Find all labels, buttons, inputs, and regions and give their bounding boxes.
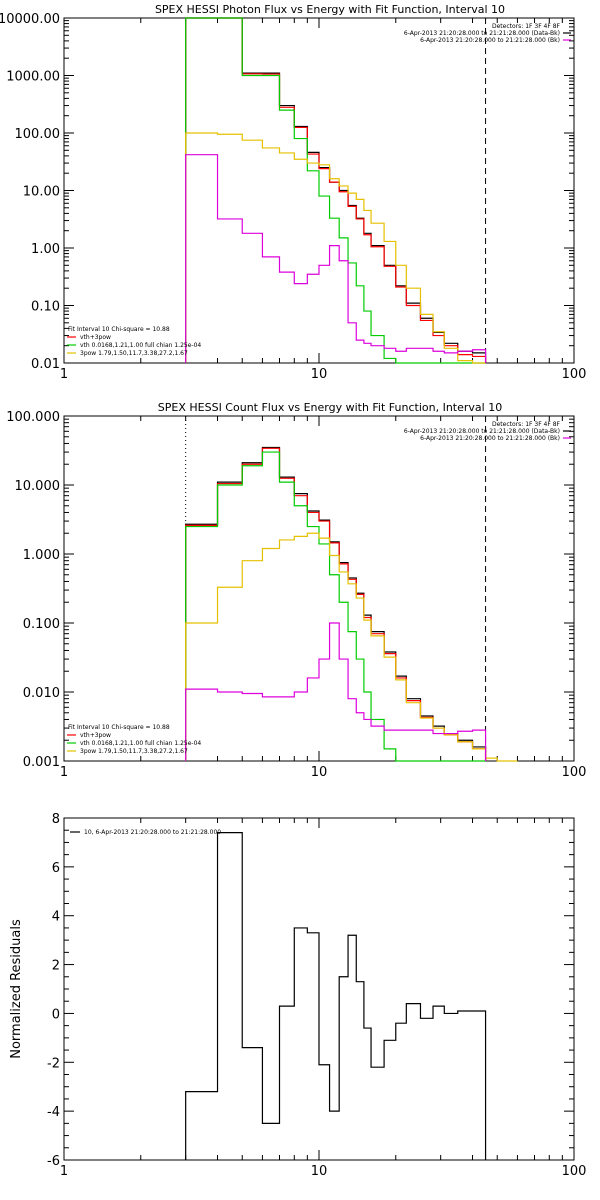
photon-flux-range-markers	[185, 18, 487, 363]
legend-entry-label: Fit Interval 10 Chi-square = 10.88	[68, 326, 170, 333]
legend-entry-label: Detectors: 1F 3F 4F 8F	[492, 23, 561, 30]
y-tick-label: 8	[52, 812, 60, 827]
y-tick-label: 0.010	[23, 686, 60, 701]
legend-entry-label: Detectors: 1F 3F 4F 8F	[492, 421, 561, 428]
x-tick-label: 1	[60, 1164, 68, 1179]
x-tick-label: 10	[311, 1164, 328, 1179]
legend-entry-label: 6-Apr-2013 21:20:28.000 to 21:21:28.000 …	[420, 37, 560, 44]
legend-entry-label: vth 0.0168,1.21,1.00 full chian 1.25e-04	[80, 740, 201, 747]
count-flux-axes: 1 10 100 0.001 0.010 0.100 1.000 10.000 100.000	[6, 410, 586, 780]
legend-entry-label: 10, 6-Apr-2013 21:20:28.000 to 21:21:28.…	[84, 829, 221, 836]
count-flux-legend-top: Detectors: 1F 3F 4F 8F6-Apr-2013 21:20:2…	[404, 421, 571, 442]
legend-entry-label: 6-Apr-2013 21:20:28.000 to 21:21:28.000 …	[420, 435, 560, 442]
y-tick-label: -4	[47, 1105, 60, 1120]
series-line	[185, 154, 487, 363]
y-tick-label: 2	[52, 959, 60, 974]
x-tick-label: 10	[311, 367, 328, 382]
series-line	[185, 832, 487, 1160]
photon-flux-legend-bottom: Fit Interval 10 Chi-square = 10.88vth+3p…	[67, 326, 201, 357]
photon-flux-panel: SPEX HESSI Photon Flux vs Energy with Fi…	[0, 3, 586, 382]
residuals-axes: 1 10 100 -6 -4 -2 0 2 4 6 8	[47, 812, 586, 1179]
count-flux-panel: SPEX HESSI Count Flux vs Energy with Fit…	[6, 401, 586, 780]
y-tick-label: 0.01	[31, 357, 60, 372]
y-tick-label: -2	[47, 1056, 60, 1071]
legend-entry-label: 3pow 1.79,1.50,11.7,3.38,27.2,1.67	[80, 350, 188, 357]
y-tick-label: 4	[52, 910, 60, 925]
count-flux-title: SPEX HESSI Count Flux vs Energy with Fit…	[158, 401, 502, 414]
y-tick-label: 10.000	[15, 479, 61, 494]
photon-flux-series	[185, 17, 487, 364]
count-flux-range-markers	[185, 416, 487, 761]
legend-entry-label: Fit Interval 10 Chi-square = 10.88	[68, 724, 170, 731]
x-tick-label: 1	[60, 765, 68, 780]
legend-entry-label: vth 0.0168,1.21,1.00 full chian 1.25e-04	[80, 342, 201, 349]
legend-entry-label: vth+3pow	[80, 334, 111, 341]
count-flux-plot-frame	[63, 415, 575, 762]
x-tick-label: 100	[562, 1164, 587, 1179]
count-flux-legend-bottom: Fit Interval 10 Chi-square = 10.88vth+3p…	[67, 724, 201, 755]
y-tick-label: 0	[52, 1007, 60, 1022]
x-tick-label: 10	[311, 765, 328, 780]
series-line	[185, 132, 486, 364]
residuals-y-axis-label: Normalized Residuals	[9, 919, 24, 1059]
residuals-series	[185, 832, 487, 1160]
y-tick-label: 10000.00	[0, 12, 60, 27]
photon-flux-title: SPEX HESSI Photon Flux vs Energy with Fi…	[155, 3, 505, 16]
series-line	[185, 532, 518, 762]
y-tick-label: 0.100	[23, 617, 60, 632]
legend-entry-label: 6-Apr-2013 21:20:28.000 to 21:21:28.000 …	[404, 30, 560, 37]
photon-flux-axes: 1 10 100 0.01 0.10 1.00 10.00 100.00 1000.00 1000…	[0, 12, 586, 382]
y-tick-label: -6	[47, 1154, 60, 1169]
x-tick-label: 100	[562, 765, 587, 780]
y-tick-label: 0.001	[23, 755, 60, 770]
legend-entry-label: 3pow 1.79,1.50,11.7,3.38,27.2,1.67	[80, 748, 188, 755]
series-line	[185, 622, 487, 761]
photon-flux-legend-top: Detectors: 1F 3F 4F 8F6-Apr-2013 21:20:2…	[404, 23, 571, 44]
y-tick-label: 1000.00	[6, 70, 60, 85]
series-line	[185, 446, 487, 761]
count-flux-series	[185, 446, 518, 762]
y-tick-label: 10.00	[23, 185, 60, 200]
y-tick-label: 1.00	[31, 242, 60, 257]
x-tick-label: 100	[562, 367, 587, 382]
residuals-legend: 10, 6-Apr-2013 21:20:28.000 to 21:21:28.…	[70, 829, 221, 836]
residuals-panel: Normalized Residuals 1 10 100 -6 -4 -2 0 2 4 6 8 1…	[9, 812, 586, 1179]
series-line	[185, 447, 487, 761]
series-line	[185, 17, 487, 363]
legend-entry-label: 6-Apr-2013 21:20:28.000 to 21:21:28.000 …	[404, 428, 560, 435]
y-tick-label: 0.10	[31, 300, 60, 315]
y-tick-label: 100.000	[6, 410, 60, 425]
y-tick-label: 100.00	[15, 127, 61, 142]
legend-entry-label: vth+3pow	[80, 732, 111, 739]
y-tick-label: 1.000	[23, 548, 60, 563]
x-tick-label: 1	[60, 367, 68, 382]
series-line	[185, 17, 486, 364]
y-tick-label: 6	[52, 861, 60, 876]
series-line	[185, 451, 486, 762]
series-line	[185, 17, 487, 363]
